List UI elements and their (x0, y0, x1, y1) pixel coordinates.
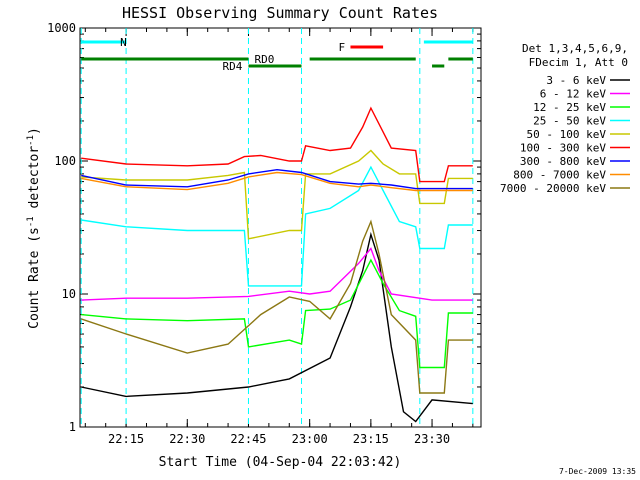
legend-label: 7000 - 20000 keV (500, 182, 606, 195)
y-axis-label-exp1: -1 (26, 216, 36, 227)
series-line (80, 219, 473, 394)
legend-label: 6 - 12 keV (540, 88, 607, 101)
series-line (81, 171, 473, 192)
annotation-label-flare: F (338, 41, 345, 54)
x-tick-label: 23:15 (353, 432, 389, 446)
series-line (81, 149, 473, 240)
legend-header-line2: FDecim 1, Att 0 (529, 56, 628, 69)
annotation-label-night: N (120, 36, 127, 49)
legend-label: 12 - 25 keV (533, 101, 606, 114)
series-line (81, 106, 473, 183)
series-line (81, 258, 473, 369)
y-tick-label: 100 (54, 154, 76, 168)
legend-label: 100 - 300 keV (520, 142, 606, 155)
legend-label: 25 - 50 keV (533, 115, 606, 128)
series-lines (80, 106, 473, 423)
series-line (81, 165, 473, 287)
annotation-label-rd4: RD4 (222, 60, 242, 73)
x-tick-label: 22:45 (230, 432, 266, 446)
x-tick-label: 22:15 (108, 432, 144, 446)
x-tick-label: 23:00 (292, 432, 328, 446)
legend-label: 300 - 800 keV (520, 155, 606, 168)
y-tick-label: 1 (69, 420, 76, 434)
y-axis-label: Count Rate (s-1 detector-1) (26, 127, 42, 329)
series-line (81, 168, 473, 190)
legend-header-line1: Det 1,3,4,5,6,9, (522, 42, 628, 55)
legend-label: 800 - 7000 keV (513, 169, 606, 182)
y-axis-label-main: Count Rate (s (27, 227, 42, 329)
y-tick-label: 10 (62, 287, 76, 301)
axis-ticks: 1 10 100 1000 22:15 22:30 22:45 23:00 23:15 23:30 (47, 21, 481, 446)
x-tick-label: 23:30 (414, 432, 450, 446)
series-line (81, 231, 473, 423)
plot-frame (79, 27, 482, 428)
chart-title: HESSI Observing Summary Count Rates (122, 4, 438, 22)
footer-date: 7-Dec-2009 13:35 (559, 467, 636, 476)
y-tick-label: 1000 (47, 21, 76, 35)
series-line (81, 247, 473, 301)
annotation-bars: N F RD0 RD4 (81, 36, 473, 73)
y-axis-label-mid: detector (27, 146, 42, 217)
y-axis-label-end: ) (27, 127, 42, 135)
y-axis-label-exp2: -1 (26, 135, 36, 146)
legend-label: 50 - 100 keV (527, 128, 607, 141)
x-tick-label: 22:30 (169, 432, 205, 446)
x-axis-label: Start Time (04-Sep-04 22:03:42) (159, 455, 402, 470)
legend-label: 3 - 6 keV (546, 74, 606, 87)
annotation-label-rd0: RD0 (254, 53, 274, 66)
